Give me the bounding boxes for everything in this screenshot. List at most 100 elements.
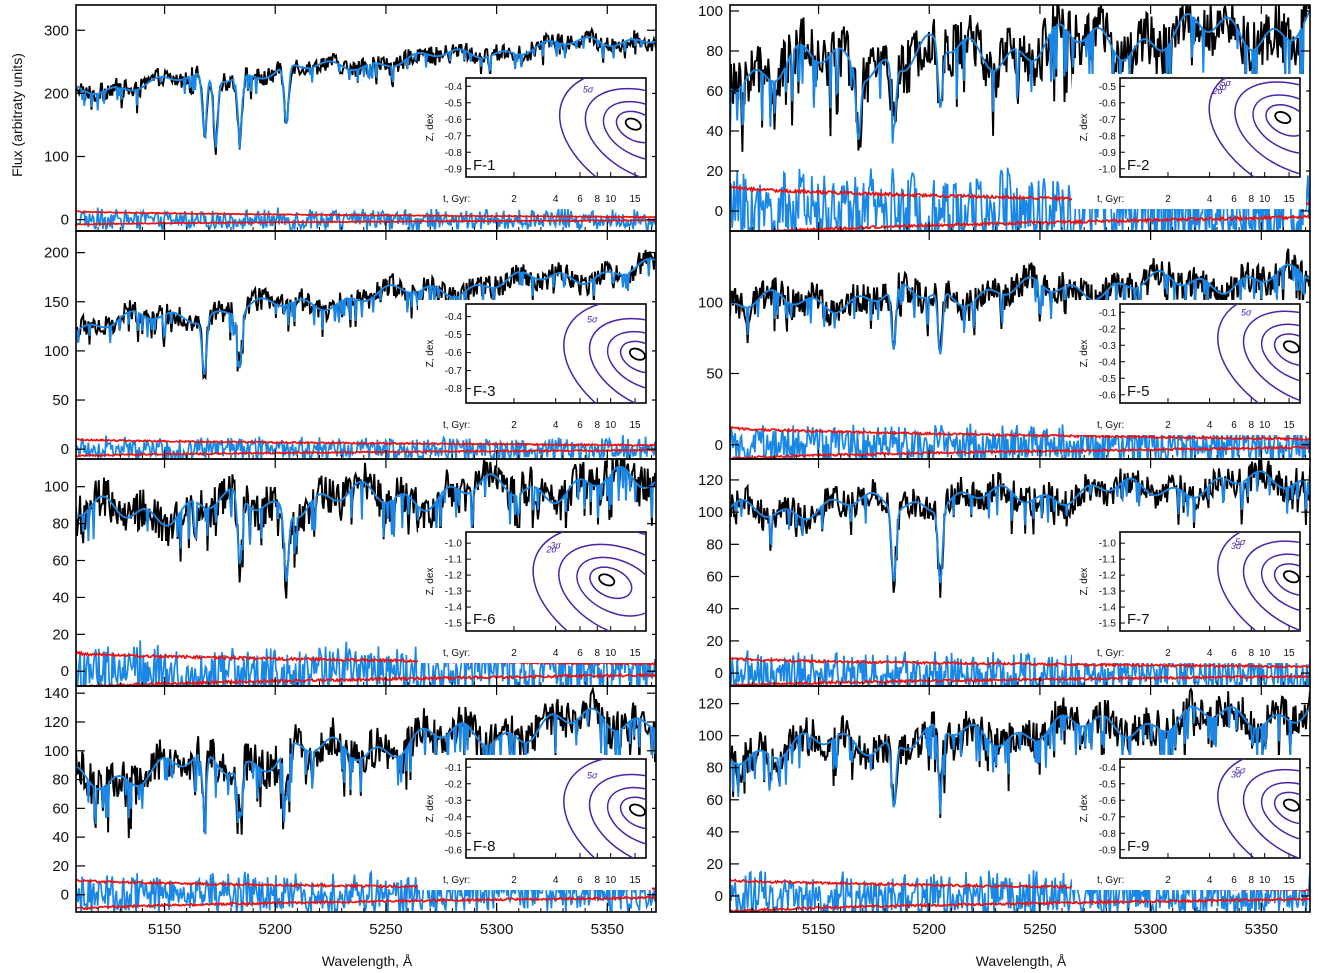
model-spectrum-f-7 — [730, 470, 1310, 584]
observed-spectrum-f-6 — [76, 459, 656, 599]
inset-x-tick-label: 2 — [1165, 420, 1171, 431]
inset-x-tick-label: 6 — [577, 875, 583, 886]
inset-x-tick-label: 4 — [553, 420, 559, 431]
inset-x-tick-label: 10 — [1259, 194, 1271, 205]
noise-envelope-lower-f-7 — [730, 673, 1310, 686]
confidence-contour — [1242, 768, 1300, 858]
inset-x-tick-label: 15 — [629, 875, 641, 886]
noise-envelope-lower-f-5 — [730, 445, 1310, 459]
inset-x-label: t, Gyr: — [443, 875, 470, 886]
best-fit-contour — [1282, 798, 1300, 812]
panel-f-8: 5150 5200 5250 5300 5350 0 20 40 60 80 100 120 140 2 4… — [44, 685, 657, 938]
inset-y-tick-label: -0.6 — [445, 845, 463, 856]
best-fit-contour — [1282, 340, 1300, 354]
inset-y-tick-label: -0.4 — [445, 82, 463, 93]
confidence-contour — [1217, 532, 1300, 631]
contour-label: 5σ — [587, 771, 598, 781]
inset-y-tick-label: -0.1 — [445, 763, 463, 774]
y-tick-label: 120 — [44, 714, 69, 731]
y-tick-label: 60 — [706, 569, 723, 586]
confidence-contour — [1217, 304, 1300, 403]
contour-label: 2σ — [545, 544, 557, 554]
inset-y-label: Z, dex — [1079, 795, 1090, 823]
inset-x-tick-label: 8 — [1248, 420, 1254, 431]
inset-y-tick-label: -1.3 — [1099, 587, 1117, 598]
inset-x-tick-label: 8 — [594, 420, 600, 431]
contour-label: 5σ — [1235, 537, 1246, 547]
plot-frame-f-8 — [75, 685, 657, 913]
inset-y-tick-label: -0.6 — [445, 115, 463, 126]
inset-x-tick-label: 6 — [1231, 648, 1237, 659]
y-tick-label: 100 — [44, 343, 69, 360]
panel-label: F-9 — [1127, 838, 1150, 855]
model-spectrum-f-3 — [76, 257, 656, 375]
inset-x-label: t, Gyr: — [443, 420, 470, 431]
confidence-contour — [563, 304, 646, 403]
inset-x-tick-label: 2 — [1165, 648, 1171, 659]
inset-y-tick-label: -0.1 — [1099, 308, 1117, 319]
y-tick-label: 0 — [715, 665, 723, 682]
noise-envelope-lower-f-9 — [730, 896, 1310, 912]
inset-y-tick-label: -0.2 — [445, 779, 463, 790]
inset-x-tick-label: 2 — [511, 194, 517, 205]
x-tick-label: 5200 — [259, 921, 292, 938]
inset-x-tick-label: 2 — [1165, 875, 1171, 886]
inset-y-tick-label: -0.4 — [1099, 357, 1117, 368]
noise-envelope-lower-f-1 — [76, 219, 656, 226]
y-tick-label: 60 — [706, 83, 723, 100]
inset-y-tick-label: -1.0 — [1099, 539, 1117, 550]
inset-y-tick-label: -0.5 — [445, 829, 463, 840]
noise-envelope-upper-f-3 — [76, 437, 656, 448]
noise-envelope-lower-f-3 — [76, 448, 656, 458]
y-tick-label: 200 — [44, 85, 69, 102]
confidence-contour — [584, 87, 646, 177]
inset-x-tick-label: 10 — [605, 194, 617, 205]
inset-x-tick-label: 15 — [629, 194, 641, 205]
contour-label: 3σ — [550, 540, 561, 550]
inset-x-tick-label: 15 — [1283, 875, 1295, 886]
inset-y-tick-label: -0.7 — [445, 366, 463, 377]
confidence-contour — [1273, 333, 1300, 367]
inset-y-tick-label: -1.2 — [445, 571, 463, 582]
inset-f-5: 2 4 6 8 10 15 t, Gyr: Z, dex -0.1 -0.2 -0.3 -0.4 -0.… — [1072, 300, 1306, 435]
confidence-contour — [1260, 781, 1300, 842]
y-tick-label: 100 — [698, 728, 723, 745]
x-tick-label: 5150 — [802, 921, 835, 938]
inset-y-tick-label: -0.5 — [445, 98, 463, 109]
y-tick-label: 60 — [52, 800, 69, 817]
confidence-contour — [588, 317, 646, 403]
inset-y-tick-label: -0.8 — [445, 384, 463, 395]
confidence-contour — [1234, 81, 1300, 177]
observed-spectrum-f-7 — [730, 459, 1310, 598]
inset-x-tick-label: 15 — [1283, 420, 1295, 431]
inset-x-tick-label: 10 — [1259, 875, 1271, 886]
inset-x-tick-label: 8 — [1248, 648, 1254, 659]
inset-y-tick-label: -0.6 — [445, 348, 463, 359]
inset-x-tick-label: 6 — [577, 420, 583, 431]
x-tick-label: 5350 — [1245, 921, 1278, 938]
inset-x-tick-label: 4 — [553, 648, 559, 659]
inset-x-tick-label: 10 — [605, 648, 617, 659]
y-tick-label: 120 — [698, 696, 723, 713]
panel-label: F-5 — [1127, 383, 1150, 400]
contour-label: 3σ — [1216, 82, 1227, 92]
y-tick-label: 80 — [52, 516, 69, 533]
confidence-contour — [1265, 104, 1300, 137]
inset-y-tick-label: -1.1 — [445, 555, 463, 566]
inset-x-tick-label: 15 — [1283, 194, 1295, 205]
inset-y-tick-label: -0.5 — [1099, 82, 1117, 93]
model-spectrum-f-2 — [730, 10, 1310, 144]
panel-label: F-8 — [473, 838, 496, 855]
inset-x-label: t, Gyr: — [1097, 875, 1124, 886]
plot-frame-f-9 — [729, 685, 1311, 913]
inset-x-tick-label: 8 — [1248, 875, 1254, 886]
inset-y-tick-label: -0.9 — [1099, 845, 1117, 856]
residuals-f-7 — [730, 648, 1310, 686]
inset-y-tick-label: -1.0 — [1099, 164, 1117, 175]
y-tick-label: 300 — [44, 22, 69, 39]
contour-label: 3σ — [1231, 770, 1242, 780]
inset-f-7: 2 4 6 8 10 15 t, Gyr: Z, dex -1.0 -1.1 -1.2 -1.3 -1.… — [1072, 528, 1306, 663]
confidence-contour — [615, 110, 646, 144]
y-tick-label: 40 — [706, 601, 723, 618]
